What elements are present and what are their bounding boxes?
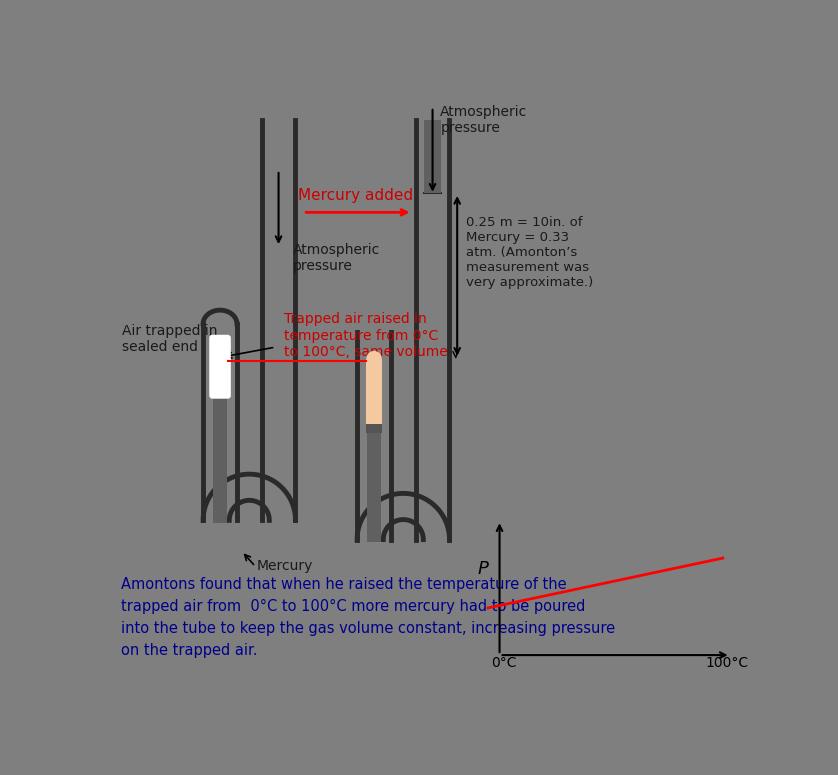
Text: Mercury added: Mercury added	[298, 188, 413, 203]
Text: Atmospheric
pressure: Atmospheric pressure	[440, 105, 527, 135]
Text: Atmospheric
pressure: Atmospheric pressure	[292, 243, 380, 274]
Text: Trapped air raised in
temperature from 0°C
to 100°C, same volume: Trapped air raised in temperature from 0…	[284, 312, 447, 359]
Text: 0.25 m = 10in. of
Mercury = 0.33
atm. (Amonton’s
measurement was
very approximat: 0.25 m = 10in. of Mercury = 0.33 atm. (A…	[467, 216, 593, 289]
Text: Mercury: Mercury	[257, 560, 313, 574]
Text: 0°C: 0°C	[490, 656, 516, 670]
Text: Air trapped in
sealed end: Air trapped in sealed end	[122, 324, 218, 354]
Text: 100°C: 100°C	[705, 656, 748, 670]
Text: Amontons found that when he raised the temperature of the
trapped air from  0°C : Amontons found that when he raised the t…	[121, 577, 615, 658]
Text: P: P	[477, 560, 488, 578]
Bar	[424, 120, 441, 193]
Ellipse shape	[366, 351, 382, 367]
FancyBboxPatch shape	[210, 335, 230, 398]
Bar	[366, 359, 382, 424]
Bar	[367, 424, 381, 542]
Bar	[213, 395, 227, 522]
Bar	[366, 424, 382, 433]
